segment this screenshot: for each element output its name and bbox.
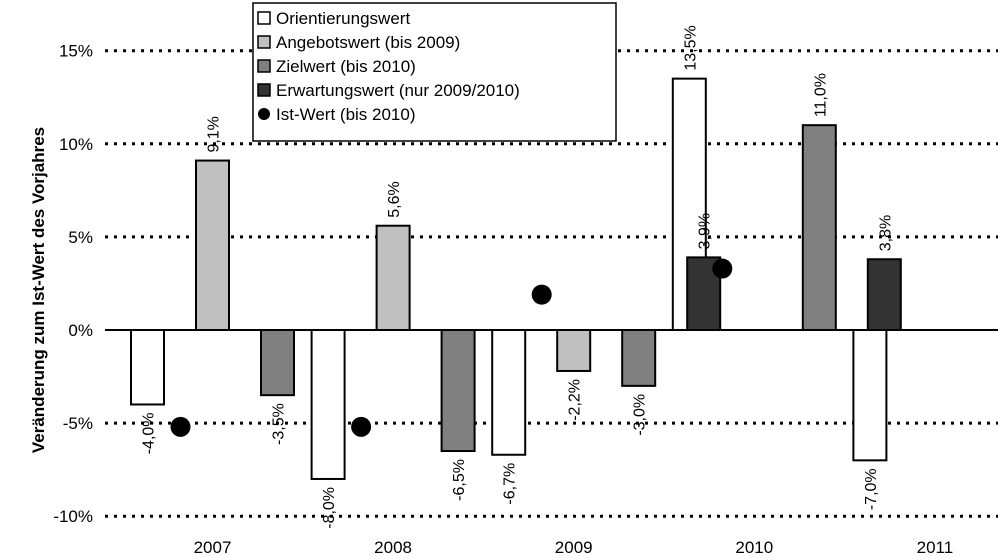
x-tick-label: 2010 (735, 538, 773, 557)
bar (260, 329, 295, 397)
bar (621, 329, 657, 387)
bar (556, 329, 592, 372)
data-label: 13,5% (682, 25, 699, 70)
legend-swatch (257, 83, 271, 97)
bar (310, 329, 346, 480)
data-label: 9,1% (206, 116, 223, 152)
legend-label: Angebotswert (bis 2009) (276, 33, 460, 52)
ist-wert-point (712, 258, 733, 279)
y-axis-title: Veränderung zum Ist-Wert des Vorjahres (29, 127, 48, 453)
y-tick-label: 0% (68, 321, 93, 340)
y-tick-label: -10% (53, 507, 93, 526)
y-axis-ticks: -10% -5% 0% 5% 10% 15% (53, 42, 93, 527)
legend-swatch (257, 35, 271, 49)
data-label: 5,6% (386, 181, 403, 217)
bar (852, 329, 888, 462)
x-tick-label: 2009 (555, 538, 593, 557)
legend-label: Ist-Wert (bis 2010) (276, 105, 416, 124)
ist-wert-point (351, 416, 372, 437)
legend-box (252, 2, 617, 142)
y-tick-label: -5% (63, 414, 93, 433)
ist-wert-point (170, 416, 191, 437)
bar (195, 159, 230, 331)
legend-label: Zielwert (bis 2010) (276, 57, 416, 76)
x-tick-label: 2011 (917, 538, 954, 557)
bar (375, 224, 411, 331)
data-label: -4,0% (141, 412, 158, 454)
data-label: 3,8% (877, 215, 894, 251)
legend-label: Erwartungswert (nur 2009/2010) (276, 81, 520, 100)
legend-swatch (257, 11, 271, 25)
x-tick-label: 2008 (374, 538, 412, 557)
y-tick-label: 15% (59, 42, 93, 61)
y-tick-label: 10% (59, 135, 93, 154)
x-axis-ticks: 2007 2008 2009 2010 2011 (194, 538, 954, 557)
data-label: -7,0% (863, 468, 880, 510)
data-label: -2,2% (567, 379, 584, 421)
legend: Orientierungswert Angebotswert (bis 2009)… (252, 2, 617, 142)
data-label: -6,5% (451, 459, 468, 501)
legend-label: Orientierungswert (276, 9, 410, 28)
bar (130, 329, 165, 406)
data-label: -6,7% (502, 463, 519, 505)
legend-swatch (257, 59, 271, 73)
legend-marker (258, 108, 270, 120)
bar (801, 124, 837, 332)
ist-wert-markers (170, 258, 733, 437)
data-label: -3,5% (271, 403, 288, 445)
data-label: 3,9% (697, 213, 714, 249)
bar (440, 329, 476, 453)
data-label: -3,0% (632, 394, 649, 436)
ist-wert-point (531, 284, 552, 305)
x-tick-label: 2007 (194, 538, 232, 557)
data-labels: -4,0% -8,0% -6,7% 13,5% -7,0% 9,1% 5,6% -2,2% -3… (141, 25, 895, 529)
data-label: 11,0% (812, 73, 829, 117)
data-label: -8,0% (321, 487, 338, 529)
bar (866, 258, 902, 331)
bar (491, 329, 527, 456)
y-tick-label: 5% (68, 228, 93, 247)
